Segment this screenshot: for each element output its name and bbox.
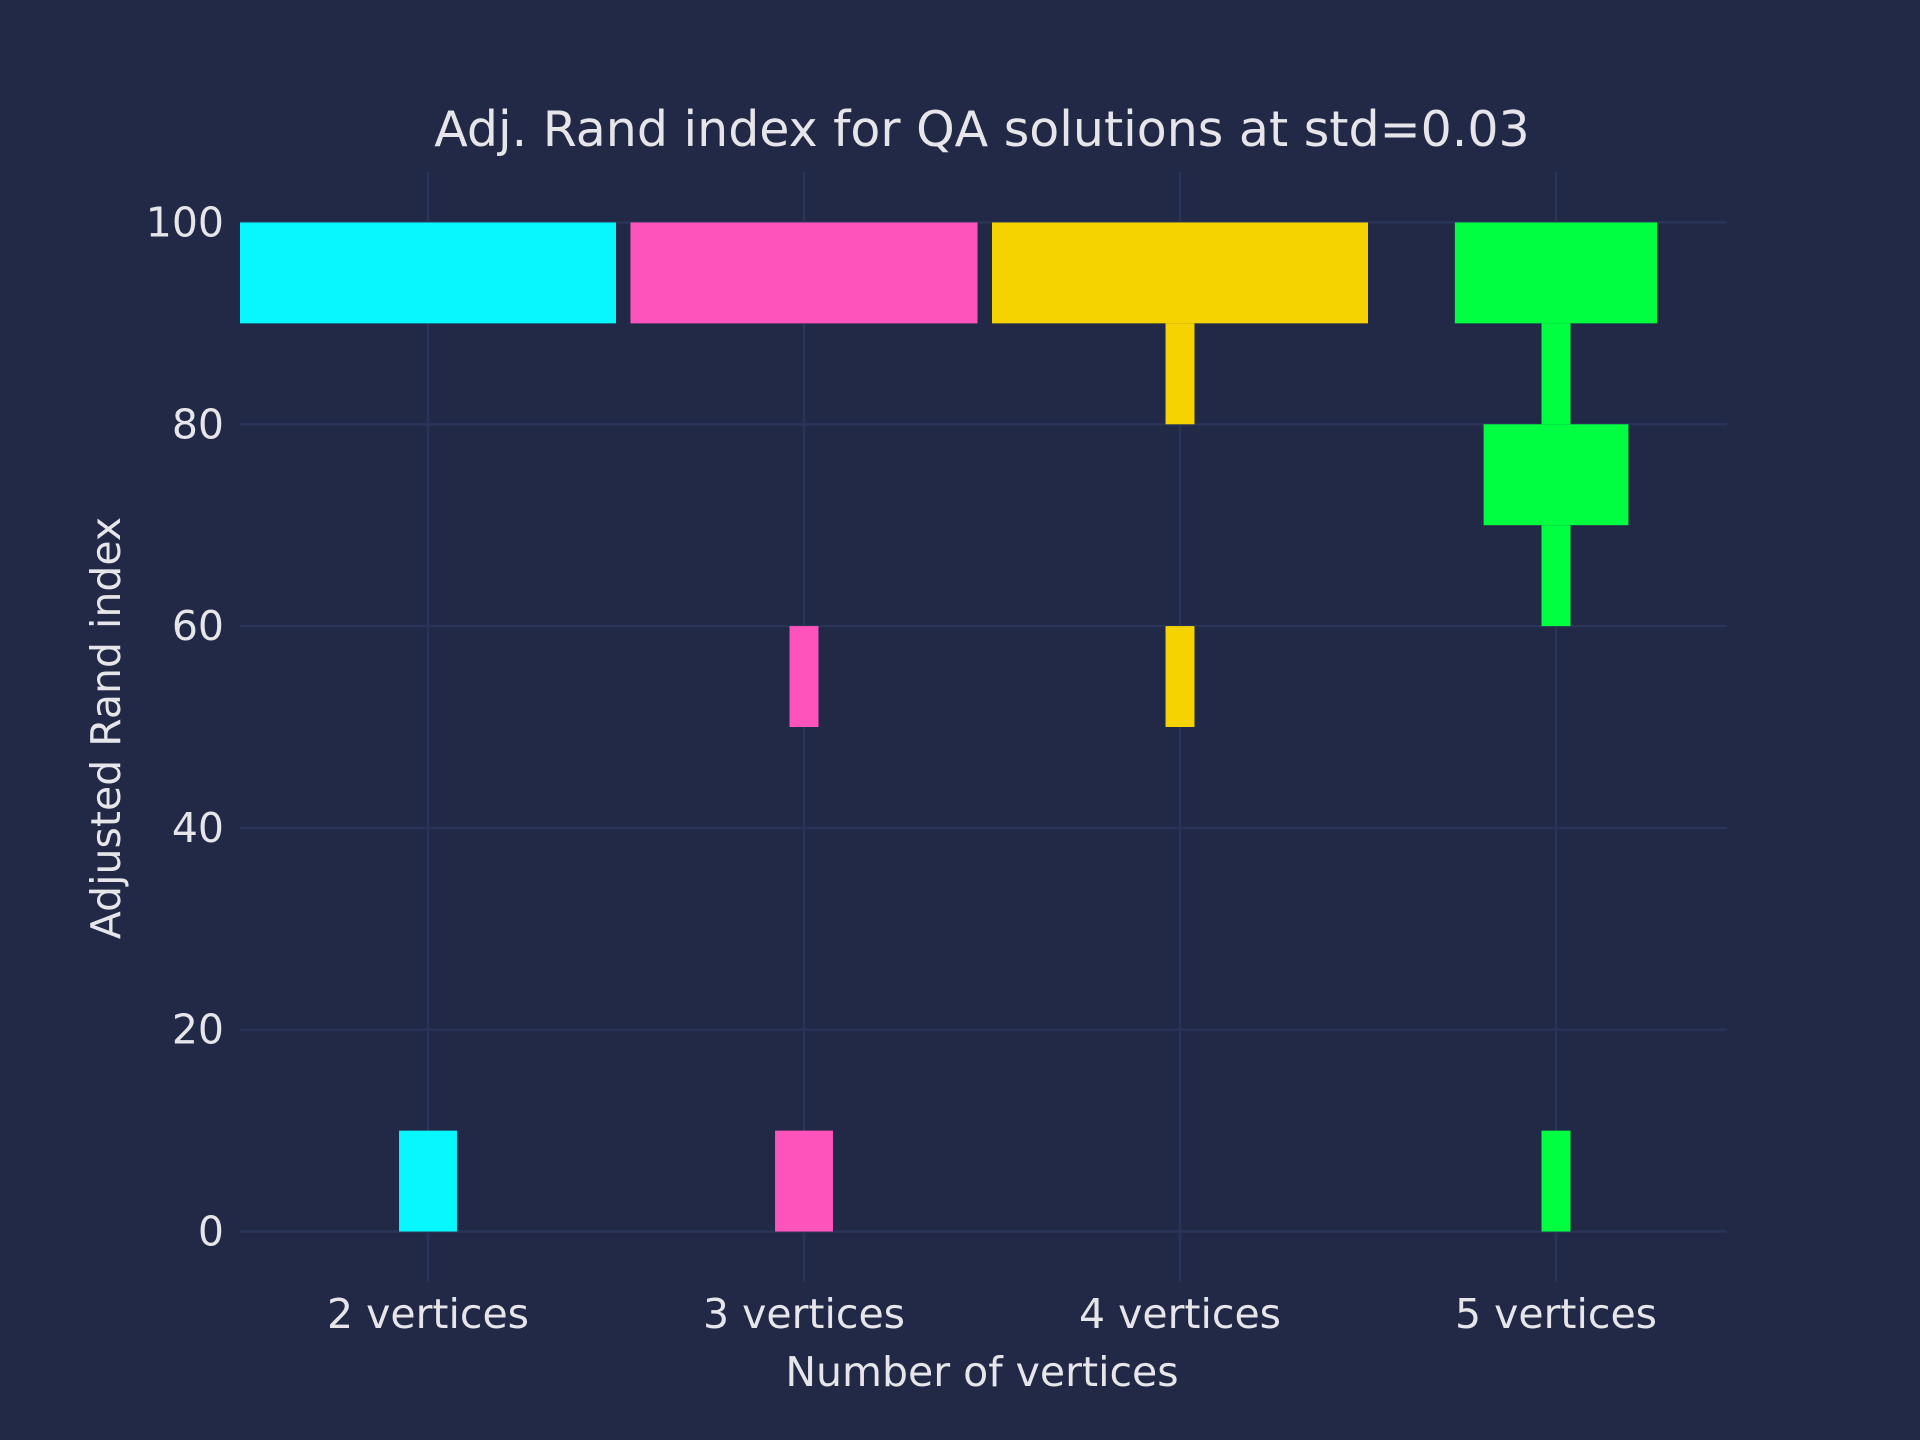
bar-3-vertices-bin-90-100 (630, 222, 978, 324)
bar-5-vertices-bin-60-70 (1541, 525, 1571, 627)
bar-2-vertices-bin-0-10 (399, 1130, 457, 1232)
bar-5-vertices-bin-90-100 (1454, 222, 1658, 324)
x-axis-label: Number of vertices (785, 1348, 1178, 1396)
bar-3-vertices-bin-0-10 (775, 1130, 833, 1232)
x-tick-label: 4 vertices (1079, 1290, 1281, 1338)
bars (240, 222, 1658, 1232)
x-tick-label: 2 vertices (327, 1290, 529, 1338)
bar-5-vertices-bin-70-80 (1483, 424, 1629, 526)
chart-title: Adj. Rand index for QA solutions at std=… (434, 101, 1529, 158)
bar-2-vertices-bin-90-100 (240, 222, 616, 324)
y-axis-label: Adjusted Rand index (82, 517, 130, 939)
y-tick-label: 60 (172, 602, 224, 650)
bar-4-vertices-bin-50-60 (1165, 626, 1195, 727)
bar-5-vertices-bin-80-90 (1541, 323, 1571, 425)
x-tick-label: 3 vertices (703, 1290, 905, 1338)
bar-4-vertices-bin-80-90 (1165, 323, 1195, 425)
tick-labels: 0 20 40 60 80 100 2 vertices 3 vertices 4 vertic… (146, 198, 1657, 1338)
x-tick-label: 5 vertices (1455, 1290, 1657, 1338)
bar-5-vertices-bin-0-10 (1541, 1130, 1571, 1232)
bar-4-vertices-bin-90-100 (992, 222, 1368, 324)
bar-3-vertices-bin-50-60 (789, 626, 819, 727)
y-tick-label: 0 (198, 1208, 224, 1256)
y-tick-label: 100 (146, 198, 224, 246)
y-tick-label: 80 (172, 400, 224, 448)
y-tick-label: 20 (172, 1006, 224, 1054)
y-tick-label: 40 (172, 804, 224, 852)
